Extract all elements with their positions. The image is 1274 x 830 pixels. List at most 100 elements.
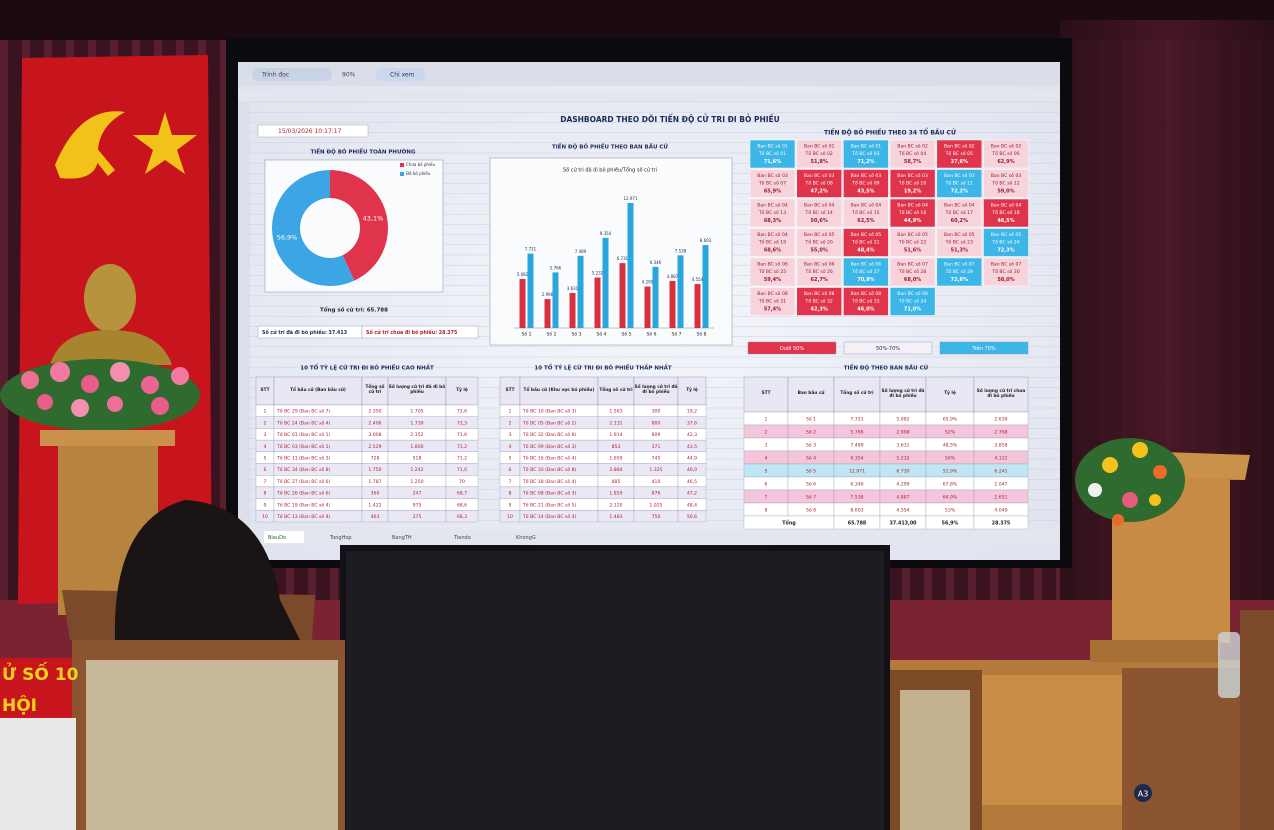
group-pct: 51,3% — [951, 248, 968, 254]
header-text: Tổng số cử tri — [840, 391, 874, 397]
table-text: 2.768 — [994, 429, 1007, 435]
group-cell — [843, 169, 889, 198]
bar-label: 2.998 — [542, 292, 554, 297]
sheet-tab[interactable]: Tiendo — [453, 535, 471, 541]
header-cell — [597, 376, 635, 406]
group-unit: Tổ BC số 18 — [991, 209, 1019, 216]
table-text: 1.325 — [649, 467, 662, 473]
table-text: 6.241 — [994, 468, 1007, 474]
table-text: 7.721 — [850, 416, 863, 422]
group-pct: 72,2% — [951, 189, 968, 195]
group-unit: Tổ BC số 01 — [758, 150, 786, 157]
table-text: 1.800 — [410, 444, 423, 450]
table-text: 885 — [612, 479, 621, 485]
sheet-tab[interactable]: BieuDo — [268, 535, 286, 541]
table-text: 728 — [371, 455, 380, 461]
group-cell — [749, 257, 796, 287]
legend-label: Dưới 50% — [780, 345, 804, 352]
total-text: Tổng — [782, 519, 796, 526]
table-text: 65,9% — [943, 416, 958, 422]
bar — [644, 286, 651, 328]
group-pct: 62,7% — [811, 277, 828, 283]
table-text: 70 — [459, 479, 465, 485]
sheet-tab[interactable]: KhongG — [516, 535, 536, 541]
voted: Số cử tri đã đi bỏ phiếu: 37.413 — [262, 329, 347, 336]
table-text: 47,2 — [687, 491, 697, 497]
table-text: 56% — [945, 455, 956, 461]
group-board: Ban BC số 06 — [804, 261, 835, 268]
table-text: 275 — [413, 514, 422, 520]
header-cell — [361, 376, 389, 406]
group-pct: 42,3% — [811, 307, 828, 313]
table-text: 42,3 — [687, 432, 697, 438]
sheet-tab[interactable]: TongHop — [329, 535, 352, 541]
group-unit: Tổ BC số 21 — [851, 239, 879, 246]
bar — [694, 284, 701, 328]
monitor-screen — [346, 551, 884, 830]
group-unit: Tổ BC số 16 — [898, 209, 926, 216]
bar — [569, 293, 576, 328]
table-text: 6.730 — [896, 468, 909, 474]
bar — [577, 255, 584, 328]
sheet-tab[interactable]: BangTH — [392, 535, 412, 541]
group-board: Ban BC số 07 — [991, 261, 1022, 268]
group-board: Ban BC số 01 — [851, 143, 882, 150]
table-text: 1 — [765, 416, 768, 422]
group-cell — [843, 139, 889, 169]
table-text: 4.049 — [994, 507, 1007, 513]
table-text: Tổ BC 19 (Ban BC số 4) — [276, 501, 331, 508]
group-board: Ban BC số 05 — [804, 231, 835, 238]
table-text: 5.082 — [896, 416, 909, 422]
header-text: STT — [505, 387, 515, 393]
table-text: 1.739 — [410, 420, 423, 426]
table-text: 48,4 — [687, 502, 697, 508]
table-text: Số 2 — [806, 428, 816, 435]
timestamp-cell — [257, 124, 369, 138]
header-cell-text: STT — [761, 391, 770, 396]
group-cell — [796, 257, 842, 287]
header-cell — [387, 376, 447, 406]
bar-label: 4.887 — [667, 274, 679, 279]
group-unit: Tổ BC số 26 — [805, 268, 833, 275]
table-text: 2 — [765, 429, 768, 435]
view-button — [376, 68, 426, 81]
group-pct: 62,5% — [857, 218, 874, 224]
bar-label: 5.766 — [550, 265, 562, 270]
panel-title: TIẾN ĐỘ BỎ PHIẾU TOÀN PHƯỜNG — [310, 148, 416, 156]
group-cell — [843, 198, 889, 228]
group-cell — [936, 198, 983, 228]
header-text: Số lượng cử tri đã đi bỏ phiếu — [634, 385, 678, 395]
group-cell — [749, 287, 796, 316]
x-tick-label: Số 2 — [547, 331, 557, 338]
flowers-left — [0, 359, 200, 431]
group-board: Ban BC số 03 — [851, 172, 882, 179]
bar-label: 12.971 — [624, 196, 638, 201]
podium-right-base — [1090, 640, 1220, 662]
bar-label: 8.603 — [700, 238, 712, 243]
podium-left-top — [40, 430, 175, 446]
bar — [594, 277, 601, 328]
group-board: Ban BC số 07 — [897, 261, 928, 268]
group-board: Ban BC số 03 — [757, 172, 788, 179]
table-text: 1.422 — [368, 502, 381, 508]
table-text: 3.858 — [994, 442, 1007, 448]
group-cell — [843, 287, 889, 316]
table-text: 2.406 — [368, 420, 381, 426]
header-cell — [925, 376, 975, 413]
group-pct: 58,0% — [997, 277, 1014, 283]
group-board: Ban BC số 03 — [991, 172, 1022, 179]
header-cell-text: STT — [260, 388, 269, 393]
legend-label: 50%-70% — [876, 346, 900, 352]
table-text: 9 — [264, 502, 267, 508]
toolbar-view[interactable]: Chỉ xem — [390, 72, 415, 79]
group-board: Ban BC số 05 — [897, 231, 928, 238]
table-text: 1.659 — [609, 455, 622, 461]
header-cell — [273, 376, 363, 406]
group-cell — [983, 228, 1029, 257]
table-text: 68,6 — [457, 502, 467, 508]
group-board: Ban BC số 04 — [757, 231, 788, 238]
bar — [652, 266, 659, 328]
group-cell — [983, 139, 1029, 169]
dashboard: Trình đọc 90% Chỉ xem DASHBOARD THEO DÕI TI… — [238, 62, 1060, 544]
pie-label: 43,1% — [363, 215, 384, 223]
